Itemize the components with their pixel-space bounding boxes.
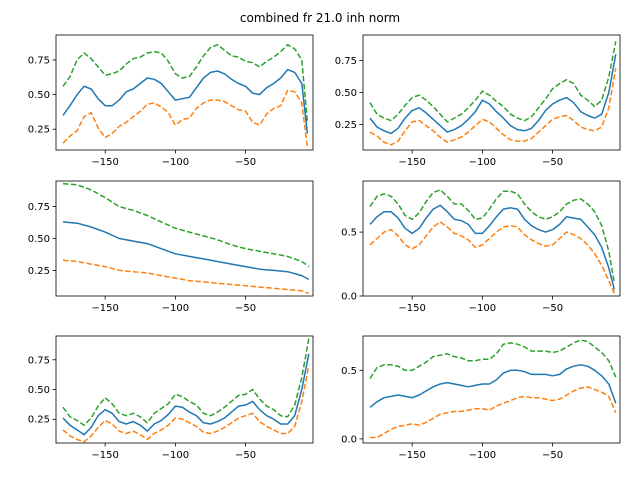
y-tick-label: 0.0 xyxy=(341,434,357,445)
series-line-lower xyxy=(62,365,310,443)
series-line-upper xyxy=(62,338,310,426)
y-tick-label: 0.5 xyxy=(341,366,357,377)
y-tick-label: 0.75 xyxy=(28,202,50,213)
x-tick-label: −100 xyxy=(162,157,189,168)
y-tick-label: 0.25 xyxy=(28,266,50,277)
x-tick-label: −150 xyxy=(91,157,118,168)
series-line-mean xyxy=(369,364,617,408)
subplot-grid: −150 −100 −50 0.25 0.50 0.75 −150 −100 −50 0.25 0.… xyxy=(28,34,621,461)
axes-frame xyxy=(55,34,314,151)
x-tick-label: −100 xyxy=(469,450,496,461)
y-tick-label: 0.50 xyxy=(335,88,357,99)
y-tick-label: 0.5 xyxy=(341,228,357,239)
subplot-3: −150 −100 −50 0.25 0.50 0.75 xyxy=(28,180,314,314)
series-group xyxy=(369,189,616,294)
series-group xyxy=(62,338,310,443)
x-tick-label: −100 xyxy=(162,450,189,461)
x-tick-label: −50 xyxy=(235,450,256,461)
x-tick-label: −150 xyxy=(398,157,425,168)
series-line-mean xyxy=(62,68,309,134)
subplot-1: −150 −100 −50 0.25 0.50 0.75 xyxy=(28,34,314,168)
series-group xyxy=(369,41,617,146)
x-tick-label: −50 xyxy=(235,157,256,168)
series-line-lower xyxy=(370,386,617,439)
series-line-lower xyxy=(369,221,616,294)
series-line-lower xyxy=(62,259,310,295)
series-line-mean xyxy=(369,54,617,135)
series-line-mean xyxy=(62,353,310,436)
x-tick-label: −100 xyxy=(469,303,496,314)
y-tick-label: 0.25 xyxy=(335,120,357,131)
series-group xyxy=(369,339,617,439)
series-line-mean xyxy=(369,204,616,290)
x-tick-label: −50 xyxy=(542,157,563,168)
x-tick-label: −50 xyxy=(542,450,563,461)
y-tick-label: 0.50 xyxy=(28,90,50,101)
series-line-upper xyxy=(369,189,616,284)
y-tick-label: 0.25 xyxy=(28,125,50,136)
series-group xyxy=(62,43,309,148)
x-tick-label: −150 xyxy=(398,303,425,314)
subplot-2: −150 −100 −50 0.25 0.50 0.75 xyxy=(335,34,621,168)
series-line-lower xyxy=(369,68,617,146)
subplot-6: −150 −100 −50 0.0 0.5 xyxy=(341,335,621,461)
y-tick-label: 0.75 xyxy=(28,55,50,66)
y-tick-label: 0.50 xyxy=(28,385,50,396)
series-line-upper xyxy=(62,43,309,123)
x-tick-label: −150 xyxy=(91,450,118,461)
x-tick-label: −150 xyxy=(91,303,118,314)
axes-frame xyxy=(362,335,621,444)
subplot-5: −150 −100 −50 0.25 0.50 0.75 xyxy=(28,335,314,461)
y-tick-label: 0.75 xyxy=(335,56,357,67)
y-tick-label: 0.50 xyxy=(28,234,50,245)
x-tick-label: −50 xyxy=(542,303,563,314)
series-line-upper xyxy=(62,182,310,268)
series-line-mean xyxy=(62,221,310,281)
x-tick-label: −100 xyxy=(469,157,496,168)
x-tick-label: −50 xyxy=(235,303,256,314)
y-tick-label: 0.25 xyxy=(28,415,50,426)
y-tick-label: 0.75 xyxy=(28,355,50,366)
axes-frame xyxy=(362,180,621,297)
y-tick-label: 0.0 xyxy=(341,292,357,303)
series-line-upper xyxy=(369,41,617,123)
series-group xyxy=(62,182,310,295)
series-line-upper xyxy=(369,339,617,379)
x-tick-label: −150 xyxy=(398,450,425,461)
subplot-4: −150 −100 −50 0.0 0.5 xyxy=(341,180,621,314)
series-line-lower xyxy=(62,89,309,148)
x-tick-label: −100 xyxy=(162,303,189,314)
figure-title: combined fr 21.0 inh norm xyxy=(240,11,400,25)
